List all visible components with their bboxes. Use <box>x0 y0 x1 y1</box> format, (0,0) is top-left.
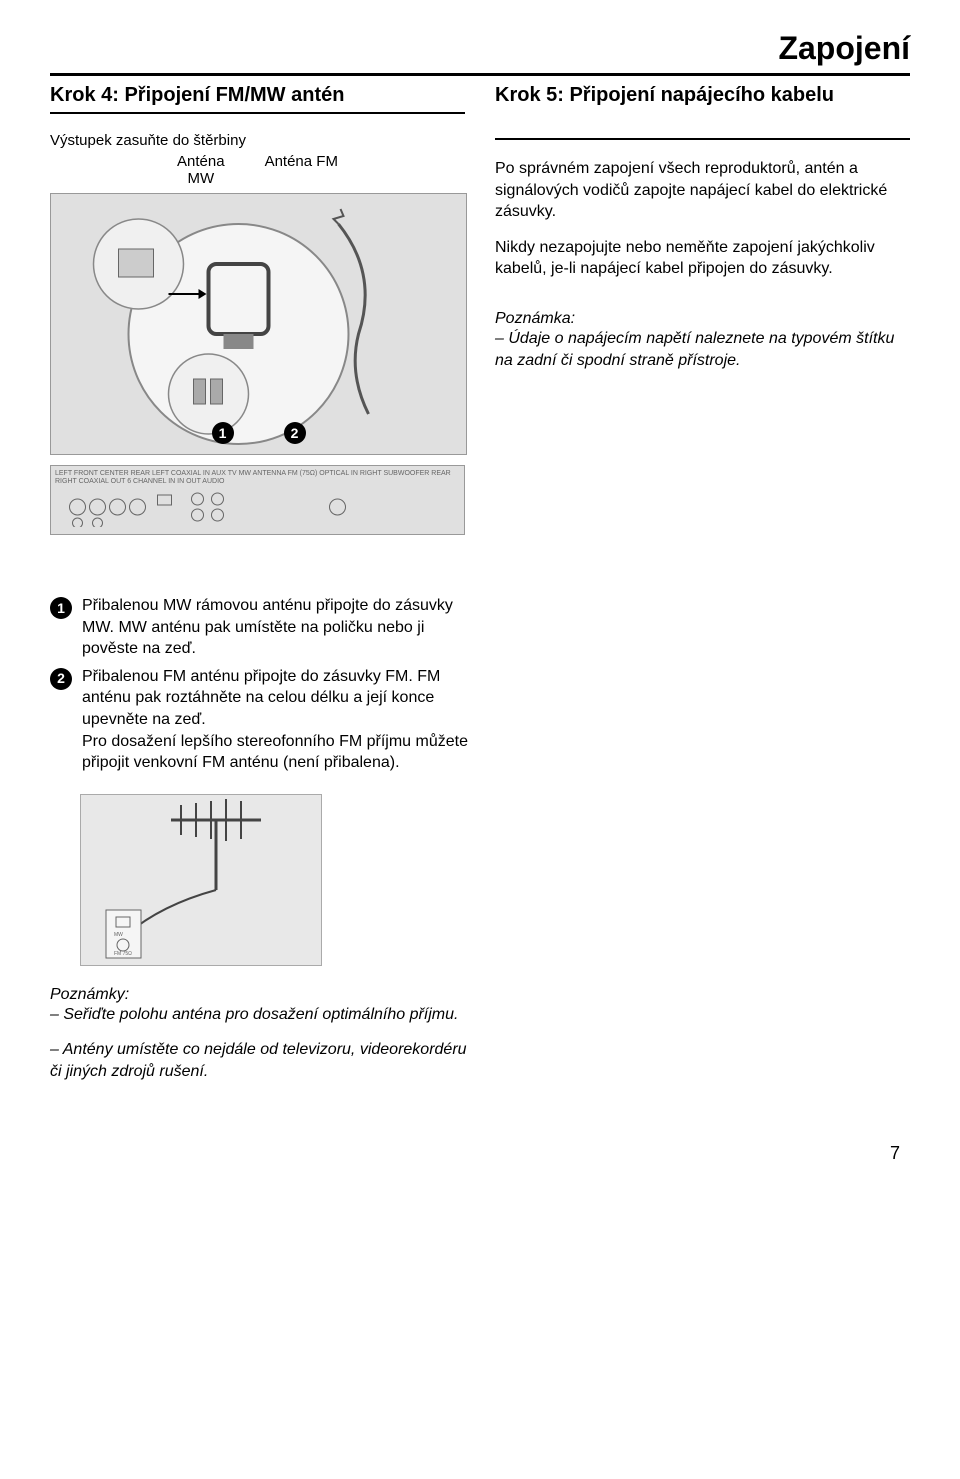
list-item-1-text: Přibalenou MW rámovou anténu připojte do… <box>82 595 480 660</box>
left-column: Krok 4: Připojení FM/MW antén Výstupek z… <box>50 82 465 555</box>
rear-panel-diagram: LEFT FRONT CENTER REAR LEFT COAXIAL IN A… <box>50 465 465 535</box>
marker-1-icon: 1 <box>212 422 234 444</box>
right-column: Krok 5: Připojení napájecího kabelu Po s… <box>495 82 910 555</box>
step4-heading: Krok 4: Připojení FM/MW antén <box>50 82 465 114</box>
notes-bottom-line2: – Antény umístěte co nejdále od televizo… <box>50 1039 480 1082</box>
page-number: 7 <box>50 1143 910 1164</box>
svg-text:FM 75Ω: FM 75Ω <box>114 951 132 957</box>
svg-text:MW: MW <box>114 932 123 938</box>
outdoor-antenna-diagram: MW FM 75Ω <box>80 794 322 966</box>
step5-heading: Krok 5: Připojení napájecího kabelu <box>495 82 910 140</box>
section-title: Zapojení <box>50 30 910 76</box>
list-marker-2-icon: 2 <box>50 668 72 690</box>
label-fm: Anténa FM <box>265 153 338 187</box>
label-mw-line1: Anténa <box>177 153 225 170</box>
instruction-list: 1 Přibalenou MW rámovou anténu připojte … <box>50 595 480 774</box>
note-text: – Údaje o napájecím napětí naleznete na … <box>495 328 910 371</box>
label-mw-line2: MW <box>187 170 214 187</box>
antenna-labels: Anténa MW Anténa FM <box>50 153 465 187</box>
note-title: Poznámka: <box>495 310 910 328</box>
rear-panel-labels: LEFT FRONT CENTER REAR LEFT COAXIAL IN A… <box>55 470 451 485</box>
list-marker-1-icon: 1 <box>50 597 72 619</box>
bottom-notes: Poznámky: – Seřiďte polohu anténa pro do… <box>50 986 480 1083</box>
step5-paragraph-2: Nikdy nezapojujte nebo neměňte zapojení … <box>495 237 910 280</box>
step5-paragraph-1: Po správném zapojení všech reproduktorů,… <box>495 158 910 223</box>
antenna-diagram: 1 2 <box>50 193 467 455</box>
marker-2-icon: 2 <box>284 422 306 444</box>
diagram-caption: Výstupek zasuňte do štěrbiny <box>50 132 465 149</box>
notes-bottom-title: Poznámky: <box>50 986 480 1004</box>
notes-bottom-line1: – Seřiďte polohu anténa pro dosažení opt… <box>50 1004 480 1026</box>
list-item-2-text-a: Přibalenou FM anténu připojte do zásuvky… <box>82 666 480 731</box>
list-item-2-text-b: Pro dosažení lepšího stereofonního FM př… <box>82 731 480 774</box>
